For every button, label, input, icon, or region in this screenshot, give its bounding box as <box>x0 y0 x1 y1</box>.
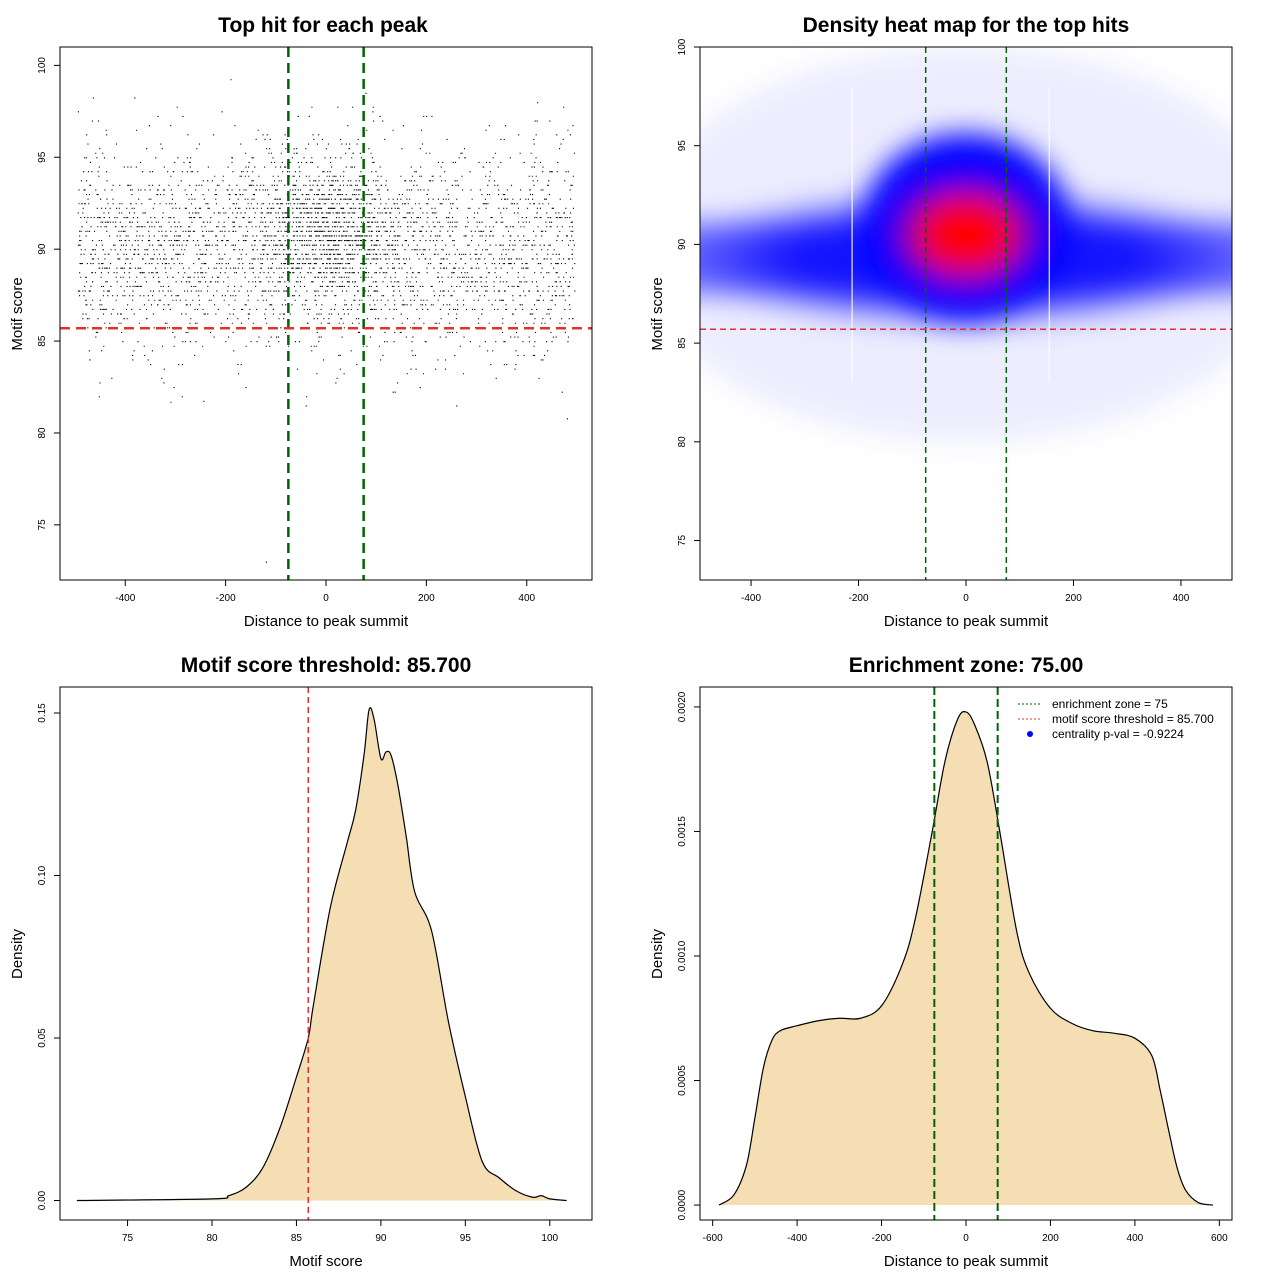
score-density-x-tick-label: 95 <box>460 1233 472 1244</box>
heatmap-y-label: Motif score <box>649 277 666 350</box>
scatter-reference-lines <box>60 47 592 580</box>
distance-density-y-label: Density <box>649 928 666 979</box>
score-density-y-label: Density <box>9 928 26 979</box>
legend-item-zone: enrichment zone = 75 <box>1052 697 1168 711</box>
distance-density-y-tick-label: 0.0020 <box>677 691 688 722</box>
heatmap-y-tick-label: 90 <box>677 238 688 250</box>
scatter-x-tick-label: 200 <box>418 593 435 604</box>
score-density-x-axis: 75 80 85 90 95 100 <box>122 1219 559 1244</box>
score-density-x-label: Motif score <box>289 1253 362 1270</box>
distance-density-x-tick-label: 400 <box>1127 1233 1144 1244</box>
heatmap-y-tick-label: 80 <box>677 436 688 448</box>
heatmap-x-tick-label: 400 <box>1173 593 1190 604</box>
heatmap-y-tick-label: 100 <box>677 38 688 55</box>
distance-density-reference-lines <box>933 687 999 1220</box>
distance-density-x-tick-label: 0 <box>963 1233 969 1244</box>
scatter-y-axis: 75 80 85 90 95 100 <box>37 57 61 531</box>
panel-score-density: Motif score threshold: 85.700 75 80 85 90 95… <box>9 654 593 1270</box>
heatmap-title: Density heat map for the top hits <box>803 14 1130 37</box>
heatmap-y-tick-label: 75 <box>677 535 688 547</box>
score-density-title: Motif score threshold: 85.700 <box>181 654 472 677</box>
score-density-y-axis: 0.00 0.05 0.10 0.15 <box>37 703 61 1210</box>
scatter-x-tick-label: 400 <box>518 593 535 604</box>
heatmap-x-tick-label: -200 <box>849 593 869 604</box>
score-density-y-tick-label: 0.10 <box>37 865 48 885</box>
distance-density-x-tick-label: 600 <box>1211 1233 1228 1244</box>
score-density-x-tick-label: 90 <box>375 1233 387 1244</box>
scatter-y-label: Motif score <box>9 277 26 350</box>
scatter-points <box>77 79 576 563</box>
scatter-title: Top hit for each peak <box>218 14 428 37</box>
heatmap-hotspot-core <box>921 199 1011 271</box>
legend-item-pval: centrality p-val = -0.9224 <box>1052 727 1184 741</box>
score-density-x-tick-label: 85 <box>291 1233 303 1244</box>
distance-density-x-axis: -600 -400 -200 0 200 400 600 <box>703 1219 1228 1244</box>
distance-density-x-tick-label: -600 <box>703 1233 723 1244</box>
heatmap-x-tick-label: 0 <box>963 593 969 604</box>
score-density-x-tick-label: 100 <box>541 1233 558 1244</box>
heatmap-y-tick-label: 85 <box>677 337 688 349</box>
scatter-y-tick-label: 75 <box>37 519 48 531</box>
score-density-curve <box>76 707 567 1202</box>
heatmap-y-tick-label: 95 <box>677 140 688 152</box>
score-density-area <box>76 707 567 1201</box>
score-density-x-tick-label: 80 <box>206 1233 218 1244</box>
score-density-y-tick-label: 0.15 <box>37 703 48 723</box>
distance-density-x-tick-label: -200 <box>872 1233 892 1244</box>
scatter-y-tick-label: 95 <box>37 151 48 163</box>
scatter-y-tick-label: 80 <box>37 427 48 439</box>
distance-density-line <box>718 710 1214 1206</box>
legend: enrichment zone = 75 motif score thresho… <box>1018 697 1214 741</box>
distance-density-y-axis: 0.0000 0.0005 0.0010 0.0015 0.0020 <box>677 691 701 1220</box>
distance-density-x-tick-label: 200 <box>1042 1233 1059 1244</box>
scatter-x-axis: -400 -200 0 200 400 <box>115 579 536 604</box>
scatter-x-tick-label: -400 <box>115 593 135 604</box>
distance-density-x-tick-label: -400 <box>787 1233 807 1244</box>
heatmap-density-field <box>700 47 1232 580</box>
scatter-x-label: Distance to peak summit <box>244 613 409 630</box>
legend-item-threshold: motif score threshold = 85.700 <box>1052 712 1214 726</box>
distance-density-y-tick-label: 0.0000 <box>677 1189 688 1220</box>
scatter-point-cloud <box>77 79 576 563</box>
heatmap-y-axis: 75 80 85 90 95 100 <box>677 38 701 547</box>
distance-density-y-tick-label: 0.0015 <box>677 816 688 847</box>
heatmap-x-tick-label: 200 <box>1065 593 1082 604</box>
distance-density-y-tick-label: 0.0010 <box>677 940 688 971</box>
score-density-y-tick-label: 0.00 <box>37 1190 48 1210</box>
heatmap-layers <box>700 47 1232 442</box>
heatmap-x-label: Distance to peak summit <box>884 613 1049 630</box>
scatter-x-tick-label: -200 <box>216 593 236 604</box>
heatmap-x-tick-label: -400 <box>741 593 761 604</box>
scatter-x-tick-label: 0 <box>323 593 329 604</box>
distance-density-curve <box>718 710 1214 1206</box>
panel-distance-density: Enrichment zone: 75.00 -600 -400 -200 0 200 4… <box>649 654 1233 1270</box>
distance-density-x-label: Distance to peak summit <box>884 1253 1049 1270</box>
score-density-x-tick-label: 75 <box>122 1233 134 1244</box>
legend-marker-pval <box>1027 731 1033 737</box>
scatter-y-tick-label: 90 <box>37 243 48 255</box>
distance-density-title: Enrichment zone: 75.00 <box>849 654 1084 677</box>
heatmap-x-axis: -400 -200 0 200 400 <box>741 579 1190 604</box>
heatmap-reference-lines <box>700 47 1232 580</box>
score-density-y-tick-label: 0.05 <box>37 1028 48 1048</box>
distance-density-area <box>719 711 1213 1206</box>
scatter-y-tick-label: 100 <box>37 57 48 74</box>
panel-heatmap: Density heat map for the top hits -400 -2… <box>649 14 1233 630</box>
distance-density-y-tick-label: 0.0005 <box>677 1065 688 1096</box>
panel-scatter: Top hit for each peak -400 -200 0 200 400 75… <box>9 14 593 630</box>
scatter-y-tick-label: 85 <box>37 335 48 347</box>
score-density-line <box>76 707 567 1202</box>
